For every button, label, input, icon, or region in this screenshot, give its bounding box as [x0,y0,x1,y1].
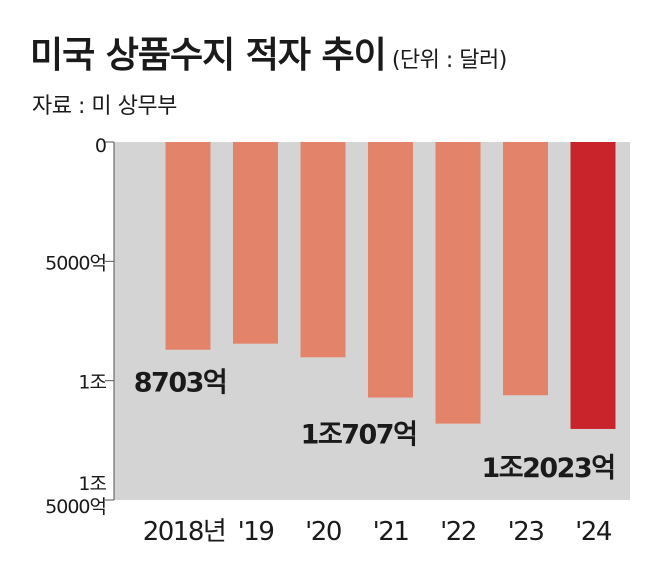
x-tick-label: '19 [238,517,274,547]
x-tick-label: '23 [508,517,544,547]
data-label: 1조707억 [301,420,417,451]
data-label: 1조2023억 [481,453,614,484]
x-tick-label: 2018년 [143,517,226,547]
x-tick-label: '22 [440,517,476,547]
title-row: 미국 상품수지 적자 추이 (단위 : 달러) [30,26,507,78]
y-tick-label: 0 [95,135,106,157]
bar-4 [435,142,481,424]
bar-3 [368,142,413,398]
bar-0 [165,142,211,350]
bar-2 [300,142,346,358]
x-tick-label: '20 [305,517,341,547]
data-label: 8703억 [134,368,227,399]
bar-6 [570,142,616,429]
source-label: 자료 : 미 상무부 [32,94,177,119]
bar-1 [233,142,278,344]
unit-label: (단위 : 달러) [391,48,508,73]
x-tick-label: '21 [373,517,409,547]
bar-5 [503,142,548,396]
y-tick-label: 5000억 [45,252,106,274]
y-tick-label: 1조 5000억 [45,473,106,518]
chart-title: 미국 상품수지 적자 추이 [30,35,387,76]
y-tick-label: 1조 [78,372,106,394]
x-tick-label: '24 [575,517,612,547]
